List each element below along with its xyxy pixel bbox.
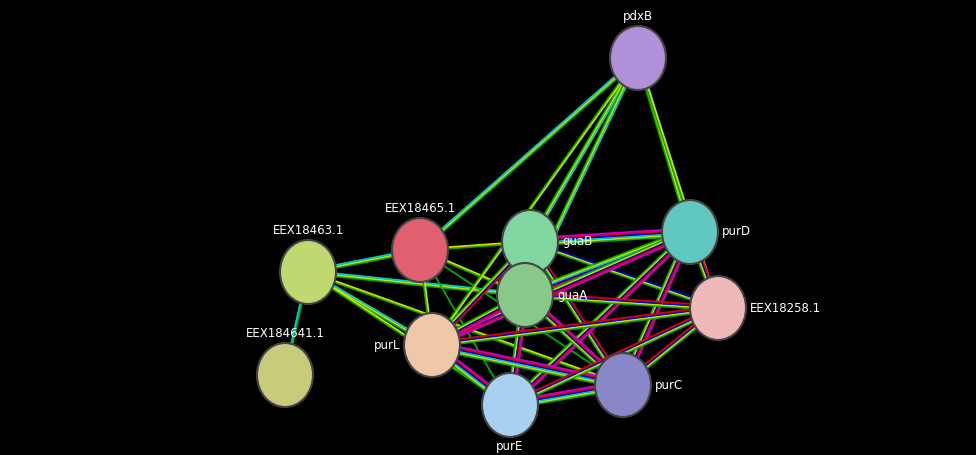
Text: purD: purD bbox=[722, 226, 752, 238]
Ellipse shape bbox=[690, 276, 746, 340]
Ellipse shape bbox=[280, 240, 336, 304]
Ellipse shape bbox=[392, 218, 448, 282]
Text: EEX184641.1: EEX184641.1 bbox=[246, 327, 324, 340]
Text: guaB: guaB bbox=[562, 236, 592, 248]
Ellipse shape bbox=[595, 353, 651, 417]
Ellipse shape bbox=[482, 373, 538, 437]
Ellipse shape bbox=[404, 313, 460, 377]
Ellipse shape bbox=[662, 200, 718, 264]
Text: EEX18258.1: EEX18258.1 bbox=[750, 302, 821, 314]
Ellipse shape bbox=[502, 210, 558, 274]
Text: pdxB: pdxB bbox=[623, 10, 653, 23]
Text: guaA: guaA bbox=[557, 288, 588, 302]
Ellipse shape bbox=[610, 26, 666, 90]
Text: purE: purE bbox=[497, 440, 524, 453]
Text: EEX18463.1: EEX18463.1 bbox=[272, 224, 344, 237]
Text: EEX18465.1: EEX18465.1 bbox=[385, 202, 456, 215]
Ellipse shape bbox=[257, 343, 313, 407]
Ellipse shape bbox=[497, 263, 553, 327]
Text: purC: purC bbox=[655, 379, 683, 391]
Text: purL: purL bbox=[374, 339, 400, 352]
